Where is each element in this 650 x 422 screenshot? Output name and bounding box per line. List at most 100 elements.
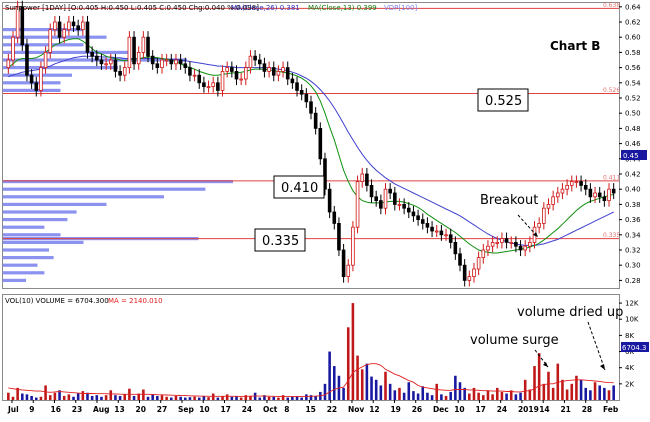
volume-dried-up-arrowhead <box>600 364 605 370</box>
volume-bar <box>44 385 47 400</box>
last-price-text: 0.45 <box>623 152 639 160</box>
volume-bar <box>230 396 234 400</box>
volume-bar <box>53 392 57 400</box>
volume-bar <box>537 353 541 400</box>
x-tick-label: Dec <box>433 405 449 414</box>
volume-bars-layer <box>7 303 615 400</box>
candle-body <box>155 63 160 68</box>
candle-body <box>141 36 146 53</box>
volume-bar <box>11 396 15 400</box>
candle-body <box>579 181 583 186</box>
volume-bar <box>593 382 597 400</box>
candle-body <box>99 59 104 65</box>
candle-body <box>262 63 267 72</box>
volume-bar <box>440 394 443 400</box>
volume-bar <box>183 397 187 400</box>
volume-bar <box>430 395 434 400</box>
vdp-label: VDP[100] <box>384 4 417 12</box>
annotation-0335-text: 0.335 <box>262 234 299 249</box>
volume-bar <box>309 395 313 400</box>
volume-bar <box>7 392 10 400</box>
volume-bar <box>25 394 29 400</box>
volume-bar <box>104 395 108 400</box>
price-y-tick-label: 0.52 <box>625 95 641 103</box>
candle-body <box>569 181 574 186</box>
volume-profile-bar <box>3 210 77 214</box>
candle-body <box>588 188 593 198</box>
volume-y-tick-label: 12K <box>625 300 639 308</box>
volume-bar <box>472 387 476 400</box>
volume-bar <box>291 396 294 400</box>
volume-bar <box>519 392 522 400</box>
volume-bar <box>509 390 513 400</box>
volume-bar <box>421 386 425 400</box>
volume-bar <box>109 390 113 400</box>
volume-profile-bar <box>3 58 187 62</box>
x-tick-label: 17 <box>220 405 230 414</box>
volume-profile-bar <box>3 256 54 260</box>
candle-body <box>546 203 551 209</box>
volume-surge-arrowhead <box>543 362 548 367</box>
candle-body <box>253 55 257 61</box>
candle-body <box>323 158 327 190</box>
volume-bar <box>267 396 271 400</box>
candle-body <box>71 21 76 27</box>
candle-body <box>542 207 546 224</box>
candle-body <box>160 59 164 68</box>
x-tick-label: 13 <box>114 405 124 414</box>
volume-bar <box>188 397 192 400</box>
x-tick-label: 10 <box>454 405 464 414</box>
volume-profile-bar <box>3 225 45 229</box>
volume-bar <box>305 394 308 400</box>
candle-body <box>146 36 150 57</box>
volume-bar <box>100 396 103 400</box>
volume-bar <box>589 390 592 400</box>
candle-body <box>439 230 444 236</box>
price-panel-frame <box>2 2 620 289</box>
candle-body <box>257 59 262 65</box>
volume-bar <box>412 391 415 400</box>
x-tick-label: 20 <box>135 405 145 414</box>
volume-bar <box>514 394 518 400</box>
vol-label: VOL(10) VOLUME = 6704.300 <box>5 297 109 305</box>
volume-bar <box>523 379 527 400</box>
volume-bar <box>193 396 196 400</box>
x-tick-label: 15 <box>305 405 315 414</box>
candle-body <box>197 74 202 84</box>
candle-body <box>537 222 541 228</box>
price-y-tick-label: 0.50 <box>625 110 641 118</box>
volume-bar <box>374 379 378 400</box>
volume-bar <box>244 395 248 400</box>
volume-bar <box>407 382 411 400</box>
volume-bar <box>561 379 564 400</box>
price-y-tick-label: 0.64 <box>625 3 641 11</box>
candle-body <box>528 241 532 247</box>
candle-body <box>383 188 388 209</box>
volume-bar <box>323 383 327 400</box>
candle-body <box>374 196 378 202</box>
candle-body <box>136 52 141 65</box>
volume-bar <box>72 396 75 400</box>
price-y-tick-label: 0.40 <box>625 186 641 194</box>
volume-profile-bar <box>3 263 38 267</box>
candle-body <box>434 230 439 233</box>
volume-bar <box>528 389 532 400</box>
price-y-tick-label: 0.32 <box>625 247 641 255</box>
x-tick-label: Sep <box>178 405 194 414</box>
volume-bar <box>384 371 387 400</box>
breakout-label: Breakout <box>480 193 538 208</box>
volume-bar <box>360 369 364 400</box>
volume-profile-bar <box>3 195 164 199</box>
candle-body <box>597 192 602 198</box>
volume-bar <box>142 389 145 400</box>
volume-bar <box>444 395 448 400</box>
volume-profile-bar <box>3 66 118 70</box>
candle-body <box>500 238 504 243</box>
candle-body <box>430 226 434 232</box>
volume-profile-bar <box>3 28 84 32</box>
candle-body <box>267 67 271 72</box>
candle-body <box>607 188 611 201</box>
candle-body <box>346 264 351 278</box>
volume-bar <box>165 396 168 400</box>
volume-bar <box>328 351 331 400</box>
